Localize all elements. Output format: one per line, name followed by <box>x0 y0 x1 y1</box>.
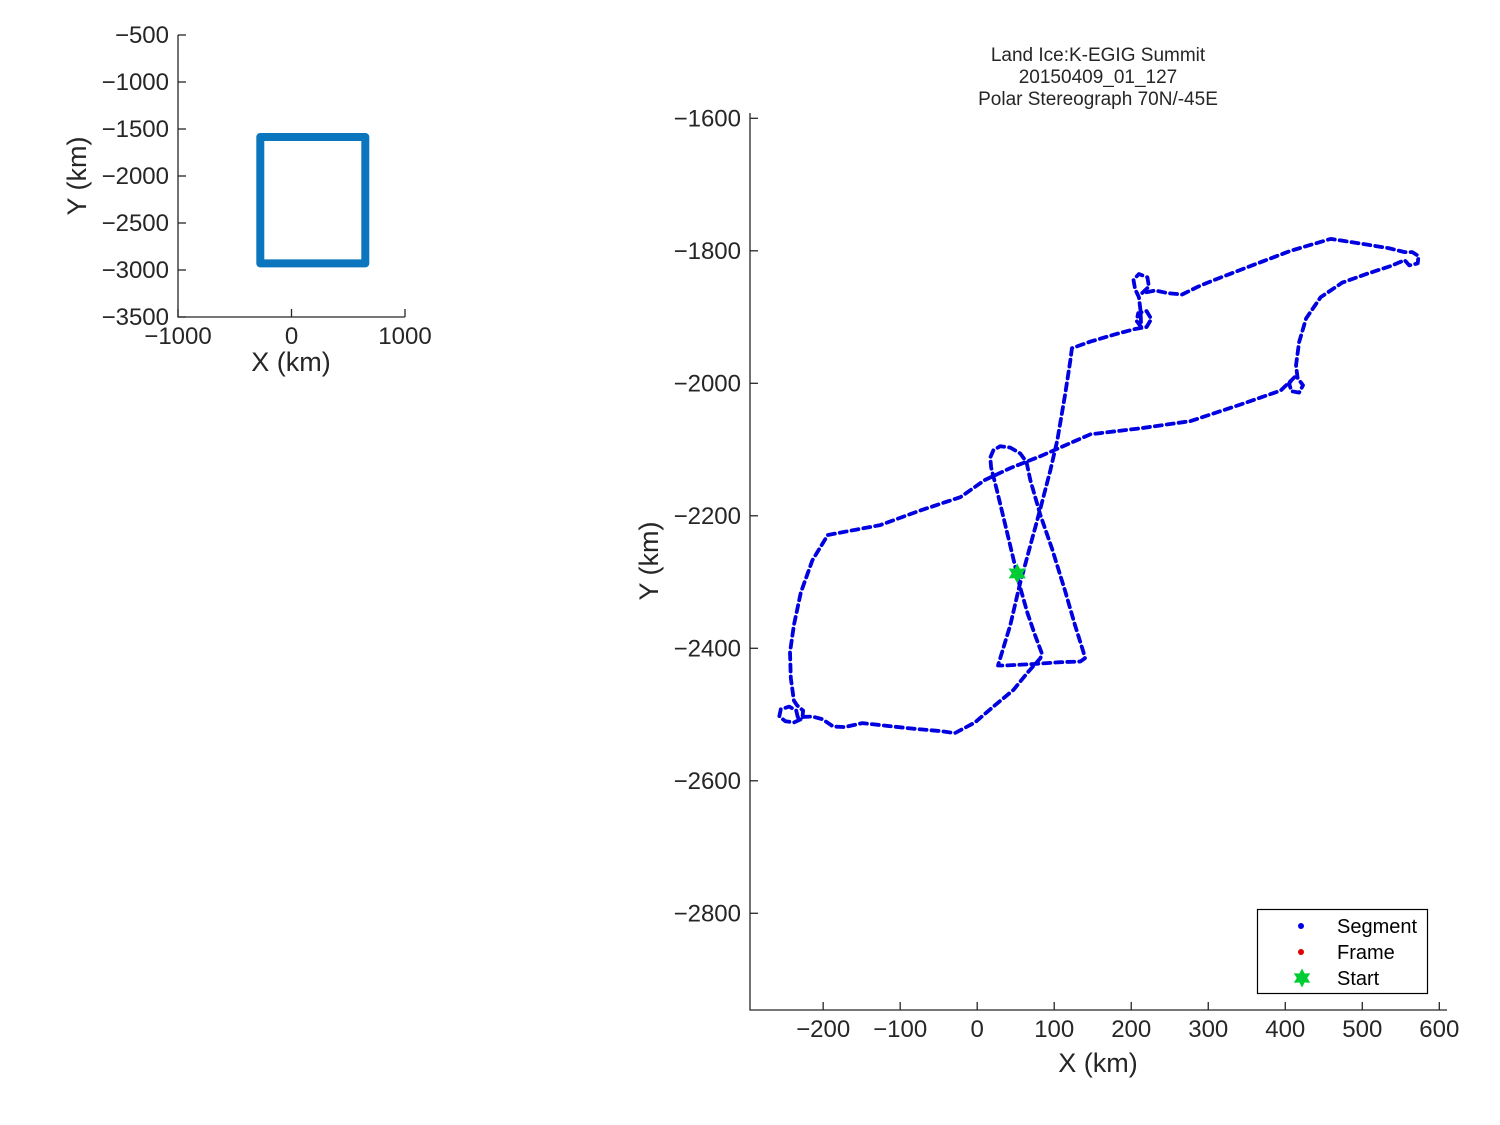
main-ylabel: Y (km) <box>634 522 664 601</box>
x-tick-label: 300 <box>1188 1016 1228 1043</box>
legend-label-frame: Frame <box>1337 942 1395 964</box>
x-tick-label: 0 <box>971 1016 984 1043</box>
y-tick-label: −2200 <box>674 503 741 530</box>
x-tick-label: 200 <box>1111 1016 1151 1043</box>
legend-marker-start <box>1293 968 1311 988</box>
x-tick-label: 500 <box>1342 1016 1382 1043</box>
x-tick-label: −200 <box>796 1016 850 1043</box>
y-tick-label: −2800 <box>674 900 741 927</box>
y-tick-label: −3000 <box>102 257 169 284</box>
y-tick-label: −1800 <box>674 238 741 265</box>
main-title-line1: Land Ice:K-EGIG Summit <box>991 45 1206 66</box>
main-plot: Land Ice:K-EGIG Summit 20150409_01_127 P… <box>634 45 1459 1078</box>
overview-coverage-box <box>256 133 370 268</box>
legend-label-start: Start <box>1337 968 1380 990</box>
main-xlabel: X (km) <box>1058 1048 1137 1078</box>
legend-label-segment: Segment <box>1337 916 1417 938</box>
y-tick-label: −1600 <box>674 105 741 132</box>
legend-marker-frame <box>1298 949 1304 955</box>
legend: Segment Frame Start <box>1256 908 1429 995</box>
overview-ylabel: Y (km) <box>62 137 92 216</box>
y-tick-label: −2000 <box>674 370 741 397</box>
legend-marker-segment <box>1298 923 1304 929</box>
legend-markers <box>1293 923 1311 988</box>
y-tick-label: −3500 <box>102 304 169 331</box>
x-tick-label: 100 <box>1034 1016 1074 1043</box>
main-axes: −200 −100 0 100 200 300 400 500 600 −1600 −1800 −20… <box>674 105 1460 1043</box>
start-marker <box>1008 563 1026 584</box>
overview-plot: −1000 0 1000 −500 −1000 −1500 −2000 −2500 −3000 −… <box>62 22 432 377</box>
legend-box <box>1256 908 1429 995</box>
series-Segment <box>777 236 1421 735</box>
y-tick-label: −2600 <box>674 768 741 795</box>
main-title-line3: Polar Stereograph 70N/-45E <box>978 89 1218 110</box>
overview-xlabel: X (km) <box>251 347 330 377</box>
x-tick-label: 1000 <box>378 323 431 350</box>
x-tick-label: 400 <box>1265 1016 1305 1043</box>
x-tick-label: 600 <box>1419 1016 1459 1043</box>
y-tick-label: −2000 <box>102 163 169 190</box>
y-tick-label: −2500 <box>102 210 169 237</box>
overview-axes: −1000 0 1000 −500 −1000 −1500 −2000 −2500 −3000 −… <box>102 22 432 350</box>
x-tick-label: −1000 <box>144 323 211 350</box>
y-tick-label: −2400 <box>674 635 741 662</box>
series-coverage-box <box>256 133 370 268</box>
main-title-line2: 20150409_01_127 <box>1019 67 1178 88</box>
y-tick-label: −1500 <box>102 116 169 143</box>
y-tick-label: −1000 <box>102 69 169 96</box>
y-tick-label: −500 <box>115 22 169 49</box>
axis-lines <box>749 113 1447 1011</box>
x-tick-label: −100 <box>873 1016 927 1043</box>
axis-lines <box>177 35 405 318</box>
x-tick-label: 0 <box>285 323 298 350</box>
flight-track <box>777 236 1421 735</box>
